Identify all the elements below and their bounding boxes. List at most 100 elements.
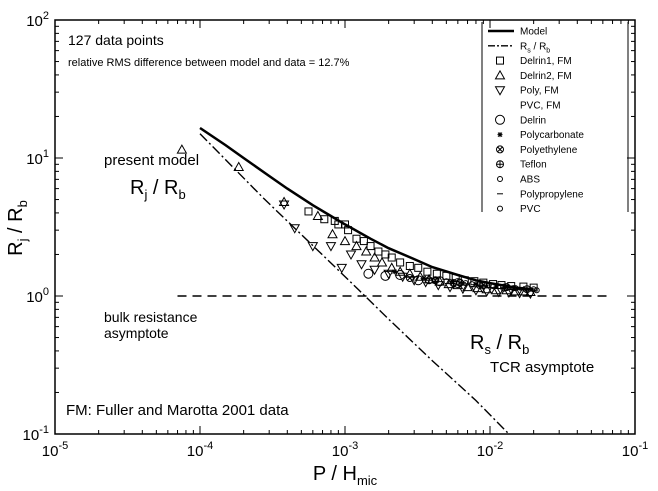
data-point-abs: [468, 281, 475, 288]
data-point-poly-fm: [356, 260, 367, 270]
legend-item: ABS: [497, 175, 540, 186]
series-delrin2-fm: [176, 144, 536, 296]
series-abs: [443, 278, 540, 294]
annotation-data-count: 127 data points: [68, 32, 164, 48]
annotation-present-model: present model: [104, 152, 199, 169]
data-point-pvc: [530, 286, 537, 293]
data-point-delrin2-fm: [233, 161, 245, 172]
legend-swatch-marker: [496, 56, 504, 65]
data-point-polycarbonate: [449, 278, 455, 284]
legend-label: PVC, FM: [520, 101, 561, 112]
legend-item: PVC: [497, 204, 541, 215]
y-tick-label: 102: [26, 10, 49, 30]
legend-item: Delrin2, FM: [494, 69, 572, 82]
data-point-teflon: [449, 279, 458, 288]
data-point-delrin1-fm: [489, 280, 498, 289]
data-point-poly-fm: [397, 272, 409, 283]
data-point-delrin1-fm: [396, 258, 405, 267]
data-point-delrin2-fm: [312, 210, 324, 220]
legend-label: Polypropylene: [520, 189, 584, 200]
data-point-delrin: [413, 275, 424, 286]
data-point-abs: [512, 285, 519, 292]
data-point-poly-fm: [289, 224, 301, 234]
y-tick-label: 101: [26, 148, 49, 168]
data-point-poly-fm: [493, 287, 505, 298]
series-poly-fm: [278, 200, 536, 300]
annotation-bulk-line2: asymptote: [104, 325, 169, 341]
legend-label: Polyethylene: [520, 145, 578, 156]
data-point-polycarbonate: [421, 275, 427, 281]
series-points: [176, 144, 540, 300]
data-point-poly-fm: [514, 289, 525, 299]
legend-items: Model Rs / Rb Delrin1, FM Delrin2, FM Poly, …: [488, 27, 584, 215]
legend-label: Rs / Rb: [520, 41, 550, 54]
data-point-delrin: [395, 269, 406, 280]
data-point-delrin1-fm: [451, 274, 460, 283]
legend-item: PVC, FM: [520, 101, 561, 112]
x-tick-label: 10-5: [42, 440, 68, 460]
data-point-polyethylene: [405, 274, 414, 283]
data-point-pvc: [432, 277, 439, 284]
axis-ticks: [54, 20, 635, 435]
legend-item: Delrin: [495, 114, 546, 126]
data-point-delrin2-fm: [327, 228, 338, 239]
y-tick-label: 10-1: [23, 424, 49, 444]
legend-label: Delrin2, FM: [520, 71, 572, 82]
legend-swatch-marker: [494, 69, 506, 80]
x-tick-label: 10-1: [622, 440, 648, 460]
annotation-rs-rb: Rs / Rb: [470, 332, 529, 357]
data-point-poly-fm: [383, 269, 395, 280]
series-pvc: [432, 277, 537, 293]
data-point-abs: [533, 287, 540, 294]
legend-item: Polyethylene: [496, 145, 578, 156]
data-point-delrin: [363, 268, 374, 279]
annotation-rj-rb: Rj / Rb: [130, 177, 186, 202]
data-point-poly-fm: [481, 287, 493, 297]
data-point-teflon: [475, 281, 484, 290]
legend-swatch-marker: [494, 86, 506, 96]
legend-item: Polycarbonate: [497, 130, 584, 141]
data-point-polycarbonate: [392, 269, 398, 275]
y-axis-label: Rj / Rb: [5, 200, 30, 256]
data-point-delrin2-fm: [360, 246, 372, 256]
legend-label: ABS: [520, 175, 540, 186]
data-point-delrin2-fm: [452, 279, 464, 290]
data-point-delrin2-fm: [518, 285, 529, 296]
data-point-delrin2-fm: [386, 262, 398, 272]
data-point-delrin2-fm: [376, 256, 388, 267]
legend-swatch-marker: [497, 205, 503, 212]
x-axis-label: P / Hmic: [313, 463, 378, 488]
data-point-poly-fm: [278, 200, 290, 211]
data-point-delrin2-fm: [176, 144, 188, 154]
data-point-delrin1-fm: [304, 207, 313, 216]
legend: Model Rs / Rb Delrin1, FM Delrin2, FM Poly, …: [481, 22, 629, 215]
data-point-poly-fm: [470, 286, 482, 296]
annotation-fm-note: FM: Fuller and Marotta 2001 data: [66, 402, 289, 419]
data-point-abs: [443, 278, 450, 285]
tick-labels: 10-5 10-4 10-3 10-2 10-1 10-1 100 101 102: [23, 10, 649, 460]
legend-label: Delrin: [520, 115, 546, 126]
legend-label: Model: [520, 27, 547, 38]
y-tick-label: 100: [26, 286, 49, 306]
data-point-delrin1-fm: [414, 263, 423, 272]
legend-swatch-marker: [497, 132, 503, 138]
data-point-delrin1-fm: [344, 226, 353, 235]
legend-item: Polypropylene: [497, 189, 584, 200]
data-point-poly-fm: [369, 265, 380, 276]
legend-item: Rs / Rb: [488, 41, 550, 54]
x-tick-label: 10-2: [477, 440, 503, 460]
legend-label: Teflon: [520, 160, 547, 171]
legend-label: PVC: [520, 204, 541, 215]
data-point-delrin1-fm: [359, 237, 368, 246]
legend-swatch-marker: [496, 160, 505, 169]
data-point-poly-fm: [307, 242, 319, 252]
data-point-pvc: [462, 280, 469, 287]
legend-swatch-marker: [495, 114, 505, 125]
data-point-delrin1-fm: [366, 242, 375, 251]
x-tick-label: 10-4: [187, 440, 213, 460]
legend-label: Delrin1, FM: [520, 56, 572, 67]
legend-item: Teflon: [496, 160, 547, 171]
